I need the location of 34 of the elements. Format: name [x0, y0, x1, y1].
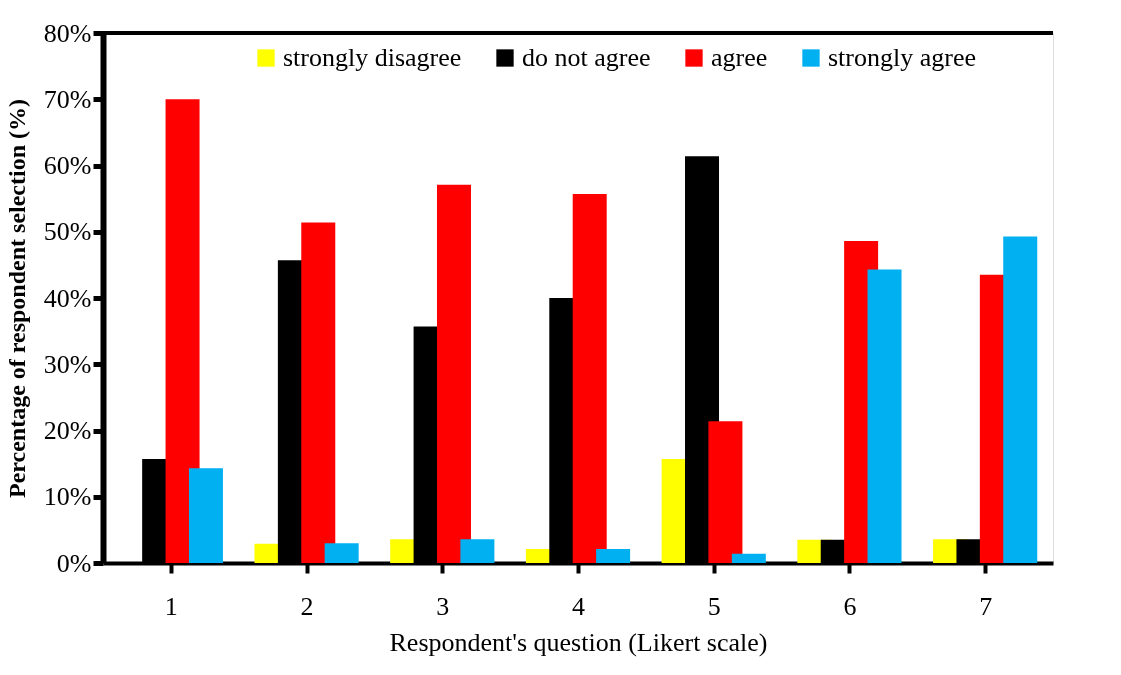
y-tick-label: 0% — [56, 548, 92, 578]
x-axis-title: Respondent's question (Likert scale) — [389, 627, 768, 657]
y-tick-label: 40% — [43, 283, 92, 313]
legend-label: agree — [711, 43, 768, 72]
legend-label: strongly disagree — [283, 43, 462, 72]
x-tick-label: 3 — [436, 591, 450, 621]
bar — [188, 468, 223, 563]
bar — [165, 99, 200, 563]
legend-label: do not agree — [522, 43, 651, 72]
y-tick-label: 60% — [43, 151, 92, 180]
bar — [867, 269, 902, 563]
y-axis-title: Percentage of respondent selection (%) — [3, 98, 30, 499]
bar — [596, 549, 631, 563]
y-tick-label: 20% — [43, 416, 92, 445]
x-tick-label: 7 — [979, 591, 993, 621]
legend-label: strongly agree — [828, 43, 977, 72]
bar — [1003, 236, 1038, 563]
bar — [708, 421, 743, 563]
y-tick-label: 80% — [43, 18, 92, 48]
y-tick-label: 30% — [43, 349, 92, 379]
x-tick-label: 4 — [572, 591, 585, 621]
bar — [324, 543, 359, 563]
y-tick-label: 50% — [43, 217, 92, 247]
bar — [436, 184, 471, 563]
x-tick-label: 5 — [707, 591, 721, 621]
y-tick-label: 70% — [43, 84, 92, 114]
bar — [731, 553, 766, 563]
bar — [572, 193, 607, 563]
y-tick-label: 10% — [43, 482, 92, 512]
bar — [301, 222, 336, 563]
bar — [460, 539, 495, 563]
x-tick-label: 6 — [843, 591, 857, 621]
x-tick-label: 2 — [300, 591, 314, 621]
x-tick-label: 1 — [164, 591, 178, 621]
